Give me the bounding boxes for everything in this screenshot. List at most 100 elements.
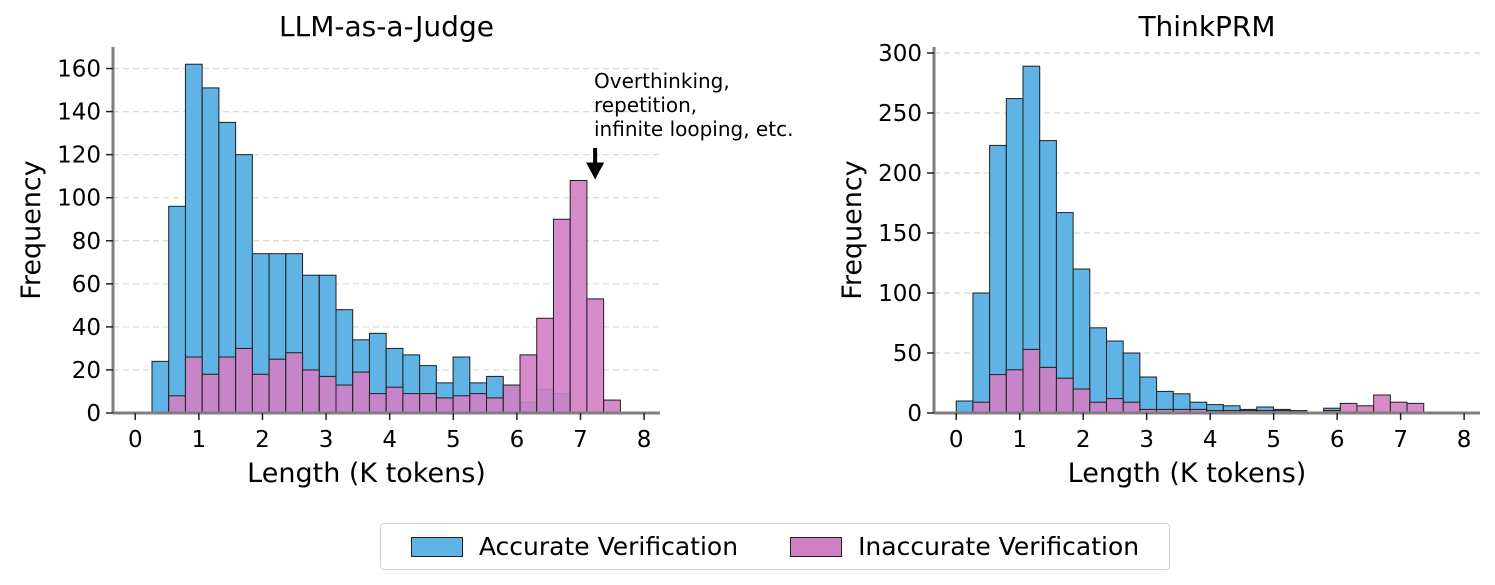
chart1-bar-inaccurate bbox=[368, 393, 387, 414]
chart1-bar-inaccurate bbox=[184, 356, 203, 414]
legend-swatch-inaccurate bbox=[790, 536, 843, 557]
chart1-xtick-label: 8 bbox=[637, 427, 652, 453]
chart2-xtick-label: 2 bbox=[1076, 427, 1091, 453]
chart1-ytick-label: 160 bbox=[57, 57, 101, 83]
chart2-xtick-label: 5 bbox=[1266, 427, 1281, 453]
chart2-ytick-label: 50 bbox=[893, 341, 922, 367]
chart1-xtick-label: 4 bbox=[382, 427, 397, 453]
chart1-bar-inaccurate bbox=[218, 356, 237, 414]
chart1-xlabel: Length (K tokens) bbox=[247, 458, 486, 489]
chart1-xtick-label: 7 bbox=[573, 427, 588, 453]
chart2-xtick-label: 1 bbox=[1012, 427, 1027, 453]
chart1-annotation-line: repetition, bbox=[594, 93, 697, 117]
chart2-xtick-label: 3 bbox=[1139, 427, 1154, 453]
chart2-xtick-label: 4 bbox=[1203, 427, 1218, 453]
chart1-bar-inaccurate bbox=[569, 179, 588, 414]
legend-swatch-accurate bbox=[410, 536, 463, 557]
chart2-bar-accurate bbox=[1139, 376, 1158, 414]
chart1-ytick-label: 60 bbox=[72, 272, 101, 298]
chart1-ylabel: Frequency bbox=[16, 160, 47, 300]
chart2-xtick-label: 6 bbox=[1330, 427, 1345, 453]
chart1-bar-inaccurate bbox=[402, 393, 421, 414]
chart1-bar-inaccurate bbox=[419, 393, 437, 414]
chart2-ytick-label: 250 bbox=[878, 101, 922, 127]
chart1-bar-accurate bbox=[201, 87, 220, 414]
chart1-bar-inaccurate bbox=[285, 352, 304, 414]
chart2-ylabel: Frequency bbox=[837, 160, 868, 300]
chart1-bar-accurate bbox=[151, 360, 170, 414]
chart1-xtick-label: 3 bbox=[319, 427, 334, 453]
chart1-bar-inaccurate bbox=[168, 395, 186, 414]
chart1-bar-inaccurate bbox=[268, 358, 287, 414]
chart1-bar-inaccurate bbox=[519, 354, 538, 414]
chart1-bar-inaccurate bbox=[586, 298, 605, 414]
legend-entry-inaccurate: Inaccurate Verification bbox=[790, 532, 1139, 561]
chart1-annotation-line: infinite looping, etc. bbox=[594, 117, 793, 141]
chart2-xtick-label: 8 bbox=[1457, 427, 1472, 453]
chart1-bar-inaccurate bbox=[302, 369, 320, 414]
chart2-bar-accurate bbox=[989, 144, 1007, 414]
chart2-ytick-label: 0 bbox=[907, 401, 922, 427]
chart2-title: ThinkPRM bbox=[1137, 10, 1275, 43]
legend-label-inaccurate: Inaccurate Verification bbox=[858, 532, 1140, 561]
chart1-ytick-label: 100 bbox=[57, 186, 101, 212]
chart2-ytick-label: 100 bbox=[878, 281, 922, 307]
chart1-bar-inaccurate bbox=[502, 384, 521, 414]
chart1-bar-inaccurate bbox=[235, 347, 253, 414]
chart1-xtick-label: 1 bbox=[192, 427, 207, 453]
chart2-bar-inaccurate bbox=[1389, 401, 1408, 414]
chart2-bar-inaccurate bbox=[972, 401, 991, 414]
chart2-bar-inaccurate bbox=[1089, 401, 1107, 414]
chart2-xtick-label: 7 bbox=[1393, 427, 1408, 453]
chart2-xlabel: Length (K tokens) bbox=[1068, 458, 1307, 489]
chart1-bar-inaccurate bbox=[435, 397, 454, 414]
chart2-bar-accurate bbox=[955, 400, 974, 414]
chart1-bar-inaccurate bbox=[603, 399, 621, 414]
chart1-bar-inaccurate bbox=[201, 373, 220, 414]
legend: Accurate Verification Inaccurate Verific… bbox=[380, 523, 1170, 570]
chart1-bar-inaccurate bbox=[318, 375, 337, 414]
chart2-bar-inaccurate bbox=[1072, 388, 1091, 414]
legend-entry-accurate: Accurate Verification bbox=[410, 532, 739, 561]
chart1-xtick-label: 2 bbox=[255, 427, 270, 453]
chart1-bar-inaccurate bbox=[552, 218, 571, 414]
chart2-bar-inaccurate bbox=[1122, 401, 1141, 414]
chart2-ytick-label: 150 bbox=[878, 221, 922, 247]
chart2-bar-inaccurate bbox=[1022, 348, 1041, 414]
chart2-bar-accurate bbox=[1005, 98, 1024, 414]
chart1-xtick-label: 6 bbox=[510, 427, 525, 453]
chart1-xtick-label: 0 bbox=[128, 427, 143, 453]
chart1-bar-inaccurate bbox=[251, 373, 270, 414]
chart2-ytick-label: 200 bbox=[878, 161, 922, 187]
chart1-ytick-label: 120 bbox=[57, 143, 101, 169]
chart1-annotation-line: Overthinking, bbox=[594, 69, 730, 93]
chart2-bar-inaccurate bbox=[989, 374, 1007, 414]
chart1-annotation-arrow-head bbox=[586, 162, 605, 180]
chart1-ytick-label: 0 bbox=[86, 401, 101, 427]
chart1-bar-accurate bbox=[168, 205, 186, 414]
legend-label-accurate: Accurate Verification bbox=[478, 532, 739, 561]
chart1-bar-inaccurate bbox=[536, 317, 554, 414]
chart2-bar-inaccurate bbox=[1105, 398, 1124, 414]
chart1-bar-inaccurate bbox=[335, 384, 354, 414]
chart1-bar-inaccurate bbox=[385, 386, 404, 414]
chart1-bar-inaccurate bbox=[486, 397, 504, 414]
chart1-bar-inaccurate bbox=[452, 395, 471, 414]
chart2-bar-inaccurate bbox=[1373, 394, 1391, 414]
chart2-ytick-label: 300 bbox=[878, 41, 922, 67]
chart1-ytick-label: 140 bbox=[57, 100, 101, 126]
chart2-bar-inaccurate bbox=[1055, 377, 1074, 414]
chart1-bar-inaccurate bbox=[352, 371, 370, 414]
chart1-ytick-label: 80 bbox=[72, 229, 101, 255]
chart1-ytick-label: 20 bbox=[72, 358, 101, 384]
chart1-bar-inaccurate bbox=[469, 393, 488, 414]
chart1-title: LLM-as-a-Judge bbox=[279, 10, 494, 43]
chart2-xtick-label: 0 bbox=[949, 427, 964, 453]
chart1-xtick-label: 5 bbox=[446, 427, 461, 453]
chart2-bar-inaccurate bbox=[1039, 366, 1057, 414]
chart2-bar-accurate bbox=[972, 292, 991, 414]
chart1-ytick-label: 40 bbox=[72, 315, 101, 341]
chart2-bar-accurate bbox=[1089, 327, 1107, 414]
chart2-bar-inaccurate bbox=[1005, 369, 1024, 414]
